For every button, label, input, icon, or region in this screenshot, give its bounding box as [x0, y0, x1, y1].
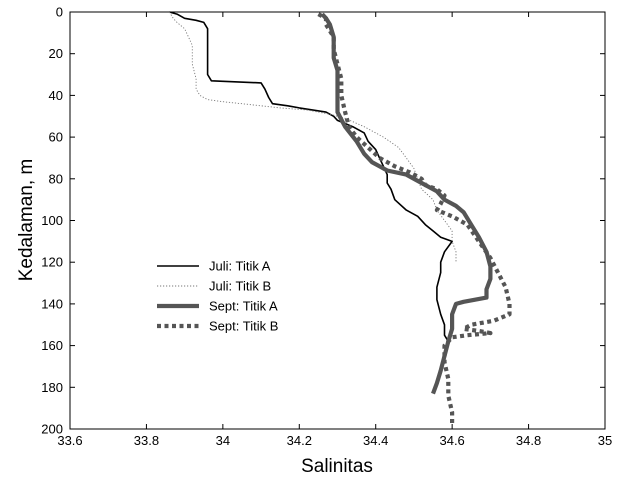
y-tick-label: 100 [41, 213, 63, 228]
series-line-4 [317, 12, 512, 425]
series-layer [169, 11, 512, 425]
x-tick-label: 34.4 [363, 433, 388, 448]
x-tick-label: 33.6 [57, 433, 82, 448]
x-tick-label: 34.6 [439, 433, 464, 448]
y-axis-title: Kedalaman, m [16, 159, 37, 282]
y-tick-label: 140 [41, 296, 63, 311]
x-tick-label: 34.2 [287, 433, 312, 448]
y-tick-label: 60 [49, 130, 63, 145]
series-line-2 [169, 11, 457, 263]
legend-label-3: Sept: Titik A [209, 299, 278, 314]
y-tick-label: 40 [49, 88, 63, 103]
legend: Juli: Titik A Juli: Titik B Sept: Titik A S… [157, 259, 278, 334]
y-tick-label: 120 [41, 255, 63, 270]
y-tick-label: 80 [49, 171, 63, 186]
y-tick-label: 160 [41, 338, 63, 353]
y-tick-label: 20 [49, 46, 63, 61]
x-tick-label: 34 [216, 433, 230, 448]
y-tick-label: 180 [41, 380, 63, 395]
x-tick-label: 35 [598, 433, 612, 448]
y-tick-label: 0 [56, 5, 63, 20]
y-axis-ticks: 0 20 40 60 80 100 120 140 160 180 200 [41, 5, 605, 437]
legend-label-4: Sept: Titik B [209, 319, 278, 334]
x-axis-ticks: 33.6 33.8 34 34.2 34.4 34.6 34.8 35 [57, 12, 612, 448]
x-tick-label: 33.8 [134, 433, 159, 448]
y-tick-label: 200 [41, 422, 63, 437]
x-tick-label: 34.8 [516, 433, 541, 448]
x-axis-title: Salinitas [301, 456, 373, 477]
series-line-1 [169, 11, 453, 342]
series-line-3 [320, 12, 493, 395]
legend-label-1: Juli: Titik A [209, 259, 271, 274]
legend-label-2: Juli: Titik B [209, 279, 271, 294]
